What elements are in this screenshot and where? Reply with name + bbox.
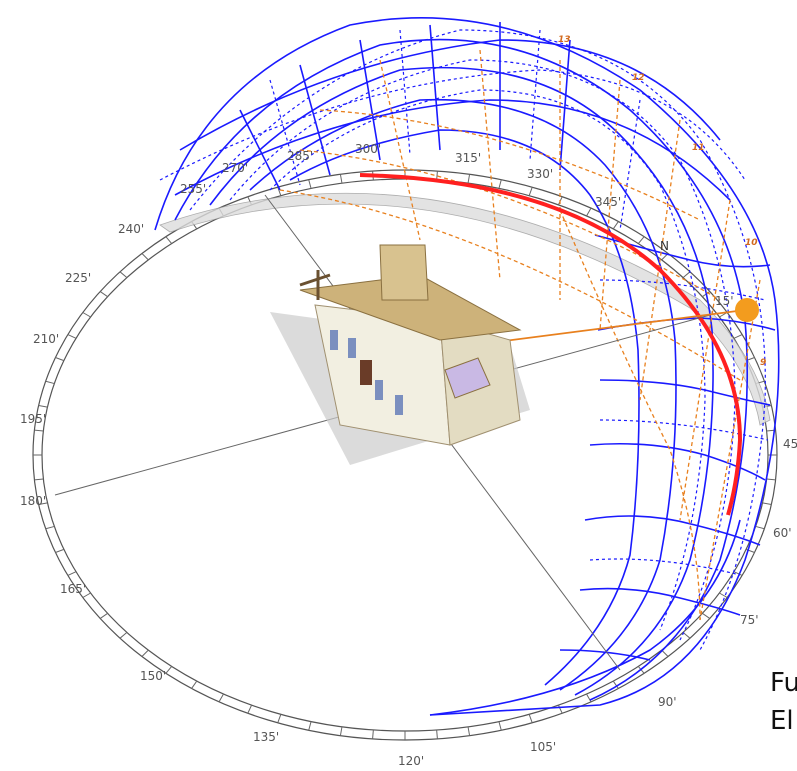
compass-tick bbox=[339, 174, 343, 184]
compass-tick bbox=[498, 721, 502, 731]
hour-label: 9 bbox=[760, 358, 766, 368]
degree-label: 120' bbox=[398, 754, 424, 768]
degree-label: 150' bbox=[140, 669, 166, 683]
compass-tick bbox=[119, 632, 128, 639]
hour-label: 13 bbox=[558, 35, 571, 45]
caption-line-1: Fu bbox=[770, 668, 797, 698]
degree-label: 255' bbox=[180, 182, 206, 196]
compass-tick bbox=[467, 174, 471, 184]
compass-tick bbox=[55, 548, 65, 553]
degree-label: 90' bbox=[658, 695, 677, 709]
compass-tick bbox=[762, 502, 772, 505]
compass-tick bbox=[141, 649, 149, 657]
compass-tick bbox=[637, 236, 645, 244]
sun-path-dotted-grid bbox=[159, 29, 769, 651]
compass-tick bbox=[661, 649, 669, 657]
current-day-path bbox=[359, 173, 743, 516]
degree-label: 60' bbox=[773, 526, 792, 540]
compass-tick bbox=[733, 571, 743, 576]
compass-tick bbox=[165, 236, 173, 244]
compass-tick bbox=[528, 187, 533, 196]
compass-tick bbox=[82, 312, 91, 318]
degree-label: 75' bbox=[740, 613, 759, 627]
degree-label: 300' bbox=[355, 142, 381, 156]
compass-tick bbox=[99, 612, 108, 619]
compass-tick bbox=[247, 704, 253, 714]
compass-tick bbox=[45, 380, 55, 385]
degree-label: 210' bbox=[33, 332, 59, 346]
compass-tick bbox=[702, 612, 711, 619]
compass-tick bbox=[55, 357, 65, 362]
horizon-band bbox=[159, 192, 771, 426]
compass-tick bbox=[612, 221, 619, 230]
hour-label: 11 bbox=[692, 143, 705, 153]
degree-label: 315' bbox=[455, 151, 481, 165]
compass-tick bbox=[682, 632, 691, 639]
degree-label: 225' bbox=[65, 271, 91, 285]
degree-label: 345' bbox=[595, 195, 621, 209]
compass-tick bbox=[528, 714, 533, 723]
compass-tick bbox=[67, 571, 77, 576]
compass-tick bbox=[733, 334, 743, 339]
degree-label: 285' bbox=[287, 149, 313, 163]
compass-tick bbox=[436, 729, 438, 739]
compass-tick bbox=[682, 271, 691, 278]
degree-label: 330' bbox=[527, 167, 553, 181]
hour-label: 10 bbox=[745, 238, 758, 248]
hour-label: 12 bbox=[632, 73, 645, 83]
degree-label: 165' bbox=[60, 582, 86, 596]
compass-tick bbox=[467, 726, 471, 736]
compass-tick bbox=[45, 525, 55, 530]
compass-tick bbox=[372, 729, 374, 739]
compass-tick bbox=[82, 592, 91, 598]
compass-degree-labels: 240' 255' 270' 285' 300' 315' 330' 345' … bbox=[20, 142, 797, 768]
degree-label: 105' bbox=[530, 740, 556, 754]
compass-tick bbox=[498, 179, 502, 189]
compass-tick bbox=[719, 592, 728, 598]
analemma-lines bbox=[279, 49, 761, 621]
compass-tick bbox=[339, 726, 343, 736]
compass-tick bbox=[612, 680, 619, 689]
compass-tick bbox=[119, 271, 128, 278]
degree-label: 180' bbox=[20, 494, 46, 508]
compass-tick bbox=[755, 525, 765, 530]
compass-tick bbox=[277, 714, 282, 723]
degree-label: 270' bbox=[222, 161, 248, 175]
north-label: N bbox=[660, 239, 669, 253]
compass-tick bbox=[557, 704, 563, 714]
compass-tick bbox=[38, 405, 48, 408]
sun-icon bbox=[735, 298, 759, 322]
compass-tick bbox=[586, 207, 592, 217]
compass-tick bbox=[34, 429, 44, 432]
caption-line-2: El bbox=[770, 706, 794, 736]
compass-tick bbox=[67, 334, 77, 339]
degree-label: 15' bbox=[715, 294, 734, 308]
compass-tick bbox=[277, 187, 282, 196]
compass-tick bbox=[191, 680, 198, 689]
compass-tick bbox=[308, 721, 312, 731]
compass-tick bbox=[165, 666, 173, 674]
compass-tick bbox=[38, 502, 48, 505]
degree-label: 240' bbox=[118, 222, 144, 236]
degree-label: 45' bbox=[783, 437, 797, 451]
degree-label: 195' bbox=[20, 412, 46, 426]
degree-label: 135' bbox=[253, 730, 279, 744]
compass-tick bbox=[308, 179, 312, 189]
compass-tick bbox=[218, 693, 224, 703]
compass-tick bbox=[141, 253, 149, 261]
compass-tick bbox=[34, 478, 44, 481]
hour-labels: 13 12 11 10 9 bbox=[558, 35, 766, 368]
compass-tick bbox=[99, 291, 108, 298]
building-model bbox=[270, 244, 530, 465]
compass-tick bbox=[766, 478, 776, 481]
